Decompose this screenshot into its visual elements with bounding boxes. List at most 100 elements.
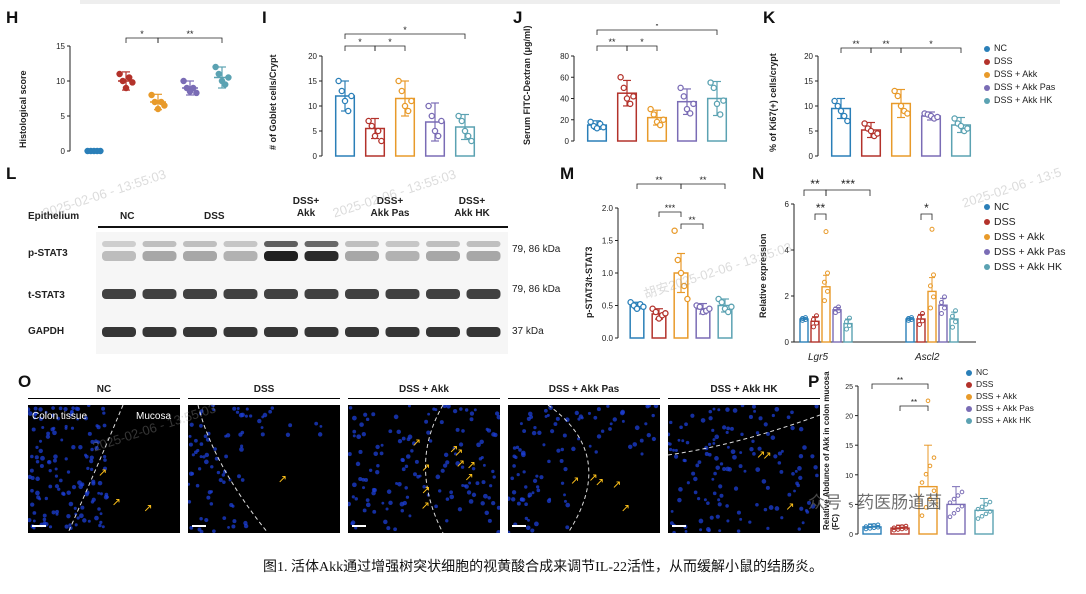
blot-band [466,241,501,247]
nucleus [97,480,103,486]
nucleus [531,491,535,495]
nucleus [690,413,695,418]
nucleus [452,408,458,414]
data-point [811,316,816,322]
nucleus [519,422,523,426]
blot-band [264,327,298,337]
nucleus [243,520,248,526]
data-point [368,122,376,130]
o-title-rule [188,398,340,399]
data-point [652,308,660,316]
nucleus [536,488,541,493]
data-point [979,513,985,519]
nucleus [52,430,57,436]
data-point [904,110,911,117]
nucleus [777,451,782,456]
significance-label: ** [911,398,917,407]
nucleus [736,529,741,533]
nucleus [231,524,236,529]
nucleus [319,424,323,428]
nucleus [565,502,571,508]
tissue-boundary [425,405,444,533]
nucleus [249,414,253,418]
y-tick-label: 0 [313,152,318,161]
nucleus [260,426,264,430]
nucleus [508,496,511,501]
o-title-rule [668,398,820,399]
label-colon-tissue: Colon tissue [32,411,88,422]
nucleus [621,419,625,423]
data-point [891,87,898,95]
nucleus [32,511,37,515]
nucleus [455,461,461,466]
y-tick-label: 1.5 [602,237,614,246]
nucleus [698,518,704,524]
y-tick-label: 5 [809,127,814,136]
panel-letter-i: I [262,8,267,27]
nucleus [51,413,55,418]
nucleus [45,434,51,439]
scale-bar [512,525,526,527]
data-point [671,227,678,235]
nucleus [48,484,53,489]
y-tick-label: 20 [560,116,569,125]
nucleus [76,406,81,412]
chart-i-goblet-cells: 0 5 10 15 20 * * * [308,25,476,161]
legend-item: DSS + Akk [966,390,1034,402]
nucleus [726,519,730,523]
nucleus [486,428,492,433]
nucleus [28,407,31,412]
nucleus [475,481,480,486]
nucleus [204,459,209,465]
nucleus [54,467,58,471]
nucleus [66,513,71,519]
nucleus [38,407,43,412]
nucleus [412,472,417,477]
nucleus [102,466,108,471]
data-point [630,93,637,100]
nucleus [438,489,442,493]
o-title-rule [508,398,660,399]
nucleus [600,429,605,433]
nucleus [32,526,36,530]
nucleus [714,434,720,440]
nucleus [790,425,795,431]
nucleus [99,520,103,524]
data-point [928,283,933,289]
significance-label: * [140,29,144,39]
akk-arrow-icon: ↗ [762,449,771,462]
nucleus [751,439,755,443]
blot-band [142,241,177,247]
y-tick-label: 15 [308,77,317,86]
legend-top: NC DSS DSS + Akk DSS + Akk Pas DSS + Akk… [984,42,1055,107]
data-point [600,123,607,131]
y-tick-label: 25 [845,384,853,391]
nucleus [496,505,500,510]
akk-arrow-icon: ↗ [595,476,604,489]
data-point [919,480,925,485]
nucleus [235,410,240,414]
nucleus [401,436,406,441]
legend-item: DSS + Akk [984,68,1055,81]
nucleus [712,441,716,445]
nucleus [210,405,216,408]
nucleus [98,523,102,528]
nucleus [763,422,768,427]
data-point [587,118,594,126]
ylabel-m: p-STAT3/t-STAT3 [584,246,594,318]
nucleus [527,518,530,522]
nucleus [80,505,85,510]
nucleus [50,427,55,432]
significance-label: * [358,37,362,47]
data-point [942,305,947,311]
data-point [831,97,838,105]
nucleus [443,452,449,458]
nucleus [801,521,805,525]
data-point [593,125,601,132]
nucleus [393,414,399,420]
nucleus [594,450,598,454]
nucleus [101,406,106,411]
data-point [395,77,402,85]
nucleus [546,413,550,417]
